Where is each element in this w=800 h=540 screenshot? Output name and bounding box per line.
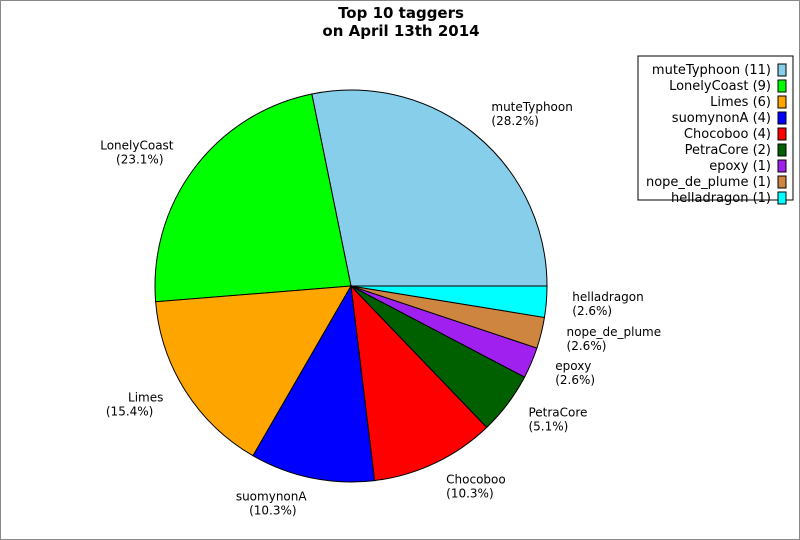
legend-entry: epoxy (1) xyxy=(709,159,771,174)
slice-label: Limes xyxy=(128,391,163,405)
slice-label: helladragon xyxy=(572,290,643,304)
slice-label: PetraCore xyxy=(528,405,587,419)
legend-swatch xyxy=(777,159,787,173)
legend-entry: suomynonA (4) xyxy=(672,111,771,126)
chart-title-line-2: on April 13th 2014 xyxy=(322,22,479,40)
slice-label: Chocoboo xyxy=(446,473,506,487)
pie-slice-muteTyphoon xyxy=(311,89,548,287)
slice-percent-label: (15.4%) xyxy=(106,405,153,419)
legend-entry: PetraCore (2) xyxy=(685,143,771,158)
slice-percent-label: (10.3%) xyxy=(446,487,493,501)
slice-percent-label: (5.1%) xyxy=(528,419,568,433)
legend-entry: helladragon (1) xyxy=(671,191,771,206)
legend-swatch xyxy=(777,79,787,93)
pie-slice-suomynonA xyxy=(252,284,376,483)
legend-box xyxy=(637,55,794,201)
legend-swatch xyxy=(777,191,787,205)
legend-entry: Chocoboo (4) xyxy=(684,127,771,142)
slice-label: LonelyCoast xyxy=(100,139,174,153)
legend-swatch xyxy=(777,95,787,109)
chart-title-line-1: Top 10 taggers xyxy=(338,4,464,22)
pie-slice-helladragon xyxy=(350,285,548,319)
slice-percent-label: (28.2%) xyxy=(491,114,538,128)
slice-label: nope_de_plume xyxy=(567,325,662,339)
legend-swatch xyxy=(777,127,787,141)
legend-entry: nope_de_plume (1) xyxy=(646,175,771,190)
pie-slice-Limes xyxy=(155,285,352,457)
legend-swatch xyxy=(777,143,787,157)
slice-label: suomynonA xyxy=(236,490,308,504)
slice-percent-label: (10.3%) xyxy=(249,504,296,518)
pie-slice-LonelyCoast xyxy=(154,93,352,303)
legend-swatch xyxy=(777,111,787,125)
legend-entry: LonelyCoast (9) xyxy=(669,79,771,94)
slice-percent-label: (23.1%) xyxy=(116,153,163,167)
legend-swatch xyxy=(777,63,787,77)
legend-entry: muteTyphoon (11) xyxy=(652,63,771,78)
pie-slice-Chocoboo xyxy=(350,284,488,482)
slice-label: epoxy xyxy=(555,359,591,373)
slice-label: muteTyphoon xyxy=(491,100,572,114)
legend-entry: Limes (6) xyxy=(710,95,771,110)
slice-percent-label: (2.6%) xyxy=(555,373,595,387)
slice-percent-label: (2.6%) xyxy=(567,339,607,353)
legend-swatch xyxy=(777,175,787,189)
slice-percent-label: (2.6%) xyxy=(572,304,612,318)
